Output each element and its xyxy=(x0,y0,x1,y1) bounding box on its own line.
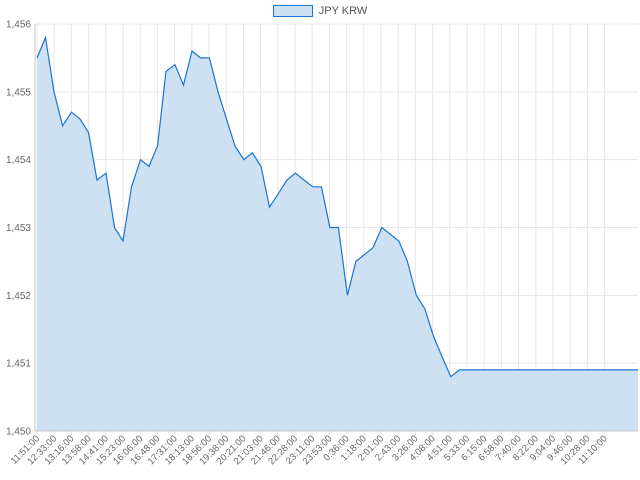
legend-label: JPY KRW xyxy=(318,5,368,17)
y-tick-label: 1,455 xyxy=(6,87,31,98)
y-tick-label: 1,450 xyxy=(6,427,31,438)
legend-swatch-icon xyxy=(272,5,313,17)
series-area-jpy-krw xyxy=(37,37,638,431)
axes xyxy=(34,24,638,432)
y-axis-ticks: 1,450 1,451 1,452 1,453 1,454 1,455 1,456 xyxy=(6,20,31,438)
y-tick-label: 1,453 xyxy=(6,223,31,234)
legend[interactable]: JPY KRW xyxy=(0,5,640,20)
y-tick-label: 1,454 xyxy=(6,155,31,166)
x-axis-ticks: 11:51:0012:33:0013:16:0013:58:0014:41:00… xyxy=(9,433,610,467)
series-line-jpy-krw xyxy=(36,35,638,378)
y-tick-label: 1,456 xyxy=(6,20,31,31)
y-tick-label: 1,452 xyxy=(6,291,31,302)
y-tick-label: 1,451 xyxy=(6,359,31,370)
